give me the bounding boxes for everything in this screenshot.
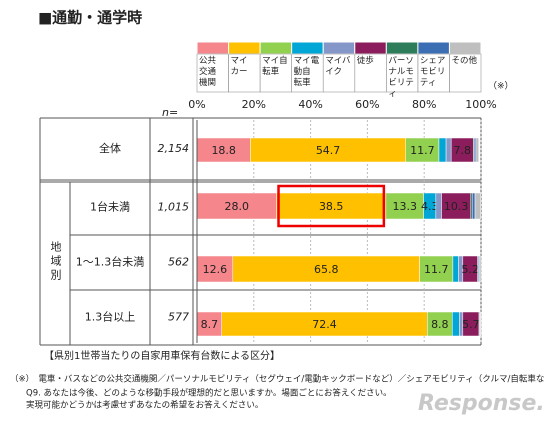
bar-segment (435, 192, 442, 220)
x-tick-label: 80% (412, 98, 436, 111)
legend-label: マイ自 転車 (262, 56, 288, 77)
value-label: 72.4 (312, 318, 337, 331)
legend-label: マイ カー (230, 56, 248, 77)
value-label: 10.3 (444, 200, 469, 213)
value-label: 11.7 (424, 263, 449, 276)
value-label: 8.7 (201, 318, 219, 331)
x-tick-label: 60% (355, 98, 379, 111)
x-tick-label: 40% (298, 98, 322, 111)
category-label: 全体 (99, 141, 121, 155)
bar-segment (475, 137, 479, 163)
bar-segment (452, 255, 459, 283)
bar-segment (473, 137, 477, 163)
value-label: 12.6 (203, 263, 228, 276)
footnote: 実現可能かどうかは考慮せずあなたの希望をお答えください。 (26, 400, 263, 411)
category-label: 1台未満 (90, 200, 130, 214)
value-label: 5.2 (461, 263, 479, 276)
n-value: 577 (168, 311, 189, 324)
n-label: n= (162, 106, 178, 119)
x-tick-label: 20% (242, 98, 266, 111)
value-label: 28.0 (225, 200, 250, 213)
legend-swatch (385, 41, 419, 55)
bar-segment (405, 137, 440, 163)
n-value: 1,015 (158, 201, 190, 214)
bar-segment (276, 192, 387, 220)
bar-segment (452, 311, 460, 337)
bar-segment (419, 255, 454, 283)
x-tick-label: 100% (465, 98, 496, 111)
legend-cell (449, 53, 482, 93)
legend-label: パーソ ナルモ ビリティ (388, 56, 414, 99)
footnote: （※） 電車・バスなどの公共交通機関／パーソナルモビリティ（セグウェイ/電動キッ… (10, 374, 544, 385)
n-value: 562 (168, 256, 189, 269)
legend-note: （※） (488, 81, 514, 92)
legend-swatch (291, 41, 324, 55)
value-label: 38.5 (319, 200, 344, 213)
legend-label: 徒歩 (356, 56, 374, 66)
bar-segment (250, 137, 406, 163)
category-label: 1.3台以上 (85, 310, 136, 324)
value-label: 4.3 (421, 200, 439, 213)
value-label: 18.8 (211, 144, 236, 157)
value-label: 11.7 (410, 144, 435, 157)
value-label: 13.3 (392, 200, 417, 213)
legend-swatch (228, 41, 261, 55)
bar-segment (221, 311, 428, 337)
x-tick-label: 0% (188, 98, 205, 111)
bar-segment (196, 255, 234, 283)
bar-segment (385, 192, 424, 220)
bar-segment (474, 192, 481, 220)
n-value: 2,154 (158, 142, 190, 155)
group-label: 地域別 (49, 241, 62, 283)
legend-swatch (354, 41, 387, 55)
bar-segment (479, 255, 482, 283)
bar-segment (196, 192, 277, 220)
value-label: 65.8 (314, 263, 339, 276)
bar-segment (441, 192, 472, 220)
legend-swatch (196, 41, 230, 55)
bar-segment (479, 311, 482, 337)
chart-title: ■通勤・通学時 (38, 9, 142, 27)
legend-swatch (259, 41, 293, 55)
legend-swatch (448, 41, 482, 55)
note: 【県別1世帯当たりの自家用車保有台数による区分】 (44, 349, 280, 362)
bar-segment (232, 255, 420, 283)
legend-swatch (322, 41, 356, 55)
category-label: 1～1.3台未満 (76, 255, 145, 269)
highlight-box (277, 184, 386, 228)
bar-segment (471, 192, 476, 220)
value-label: 54.7 (316, 144, 341, 157)
legend-swatch (417, 41, 450, 55)
value-label: 8.8 (431, 318, 449, 331)
footnote: Q9. あなたは今後、どのような移動手段が理想的だと思いますか。場面ごとにお答え… (26, 388, 392, 399)
legend-label: マイバ イク (325, 56, 351, 77)
legend-label: その他 (451, 56, 477, 66)
bar-segment (438, 137, 447, 163)
legend-label: マイ電 動自 転車 (293, 56, 320, 88)
value-label: 7.8 (454, 144, 472, 157)
bar-segment (445, 137, 452, 163)
legend-label: シェア モビリ ティ (419, 56, 446, 88)
bar-segment (196, 137, 251, 163)
legend-label: 公共 交通 機関 (199, 56, 217, 88)
watermark: Response. (418, 391, 544, 416)
value-label: 5.7 (462, 318, 480, 331)
